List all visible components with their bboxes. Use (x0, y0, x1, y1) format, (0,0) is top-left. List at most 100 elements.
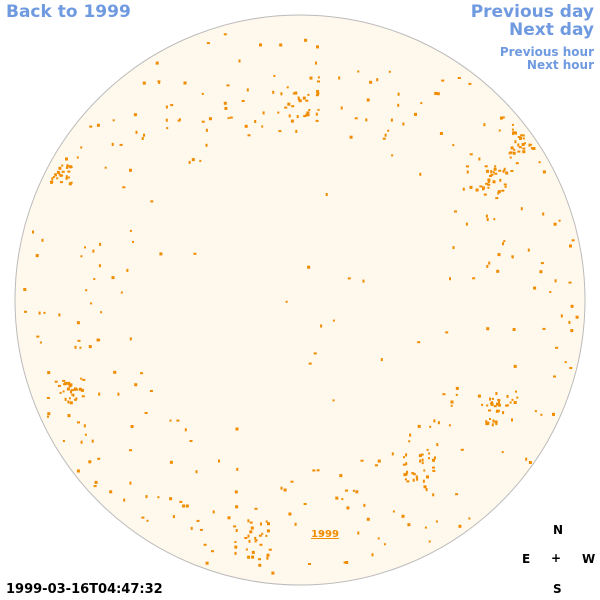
sky-mark (145, 495, 148, 499)
sky-mark (70, 181, 73, 184)
sky-mark (75, 388, 79, 391)
sky-mark (486, 218, 489, 221)
sky-mark (442, 393, 446, 396)
next-day-link[interactable]: Next day (509, 20, 594, 40)
previous-day-link[interactable]: Previous day (470, 2, 594, 22)
sky-mark (433, 456, 436, 460)
sky-mark (415, 475, 418, 479)
sky-mark (521, 143, 525, 146)
sky-mark (308, 563, 311, 565)
sky-mark (477, 394, 481, 398)
sky-mark (504, 185, 507, 188)
sky-mark (571, 239, 575, 242)
sky-mark (308, 109, 311, 111)
sky-mark (528, 143, 531, 147)
sky-mark (313, 352, 317, 355)
sky-mark (405, 472, 408, 476)
sky-mark (62, 440, 65, 442)
sky-mark (179, 500, 183, 503)
sky-mark (65, 157, 68, 161)
sky-mark (428, 452, 431, 455)
sky-mark (569, 367, 573, 369)
sky-mark (78, 387, 82, 391)
sky-mark (176, 419, 180, 422)
sky-mark (420, 453, 424, 456)
sky-mark (501, 189, 505, 192)
sky-mark (540, 413, 543, 416)
sky-mark (23, 288, 27, 291)
sky-mark (515, 162, 519, 165)
sky-mark (549, 291, 552, 293)
sky-mark (244, 537, 248, 539)
sky-mark (481, 403, 484, 406)
sky-mark (229, 116, 233, 119)
sky-mark (433, 419, 436, 423)
sky-mark (511, 123, 514, 126)
sky-mark (36, 335, 40, 338)
sky-mark (417, 424, 421, 428)
sky-mark (277, 111, 280, 114)
sky-mark (462, 187, 465, 191)
sky-mark (255, 539, 258, 542)
sky-mark (325, 193, 328, 196)
sky-mark (501, 451, 504, 454)
previous-hour-link[interactable]: Previous hour (499, 45, 594, 59)
sky-mark (511, 398, 514, 401)
sky-mark (317, 108, 320, 111)
sky-mark (341, 498, 344, 501)
sky-mark (554, 279, 557, 283)
sky-mark (238, 59, 241, 63)
sky-mark (46, 397, 50, 399)
sky-mark (312, 469, 316, 472)
sky-mark (303, 115, 307, 118)
sky-mark (501, 116, 505, 119)
sky-mark (305, 99, 309, 102)
back-to-year-link[interactable]: Back to 1999 (6, 2, 131, 22)
sky-mark (227, 516, 231, 520)
sky-mark (460, 448, 464, 451)
sky-mark (41, 238, 44, 242)
sky-mark (316, 90, 320, 93)
sky-mark (484, 165, 488, 168)
sky-mark (315, 112, 318, 116)
sky-mark (294, 91, 298, 95)
sky-mark (405, 462, 408, 466)
sky-label-link[interactable]: 1999 (311, 529, 339, 540)
sky-mark (144, 412, 148, 414)
sky-mark (486, 264, 489, 268)
sky-mark (268, 548, 272, 551)
sky-mark (498, 129, 501, 132)
sky-mark (384, 133, 387, 137)
sky-mark (366, 517, 370, 521)
sky-mark (298, 99, 302, 103)
sky-mark (355, 490, 359, 494)
sky-mark (512, 151, 516, 155)
sky-mark (343, 561, 346, 564)
sky-mark (502, 411, 505, 415)
sky-mark (59, 391, 62, 394)
sky-mark (68, 397, 71, 400)
sky-mark (47, 371, 51, 375)
sky-mark (141, 516, 145, 519)
sky-mark (69, 383, 73, 387)
sky-mark (525, 457, 528, 461)
sky-mark (520, 207, 523, 211)
sky-mark (247, 534, 250, 538)
sky-mark (203, 543, 207, 546)
sky-mark (315, 61, 317, 65)
sky-mark (426, 475, 429, 479)
sky-mark (84, 433, 87, 436)
sky-mark (184, 428, 187, 432)
sky-mark (159, 252, 163, 256)
sky-mark (490, 173, 494, 176)
next-hour-link[interactable]: Next hour (526, 58, 594, 72)
sky-mark (24, 310, 27, 313)
sky-mark (69, 401, 73, 405)
sky-mark (365, 118, 368, 122)
sky-mark (485, 214, 488, 218)
sky-mark (497, 190, 501, 194)
sky-mark (486, 169, 489, 173)
sky-mark (514, 140, 517, 144)
sky-mark (113, 370, 117, 374)
sky-mark (479, 185, 483, 188)
